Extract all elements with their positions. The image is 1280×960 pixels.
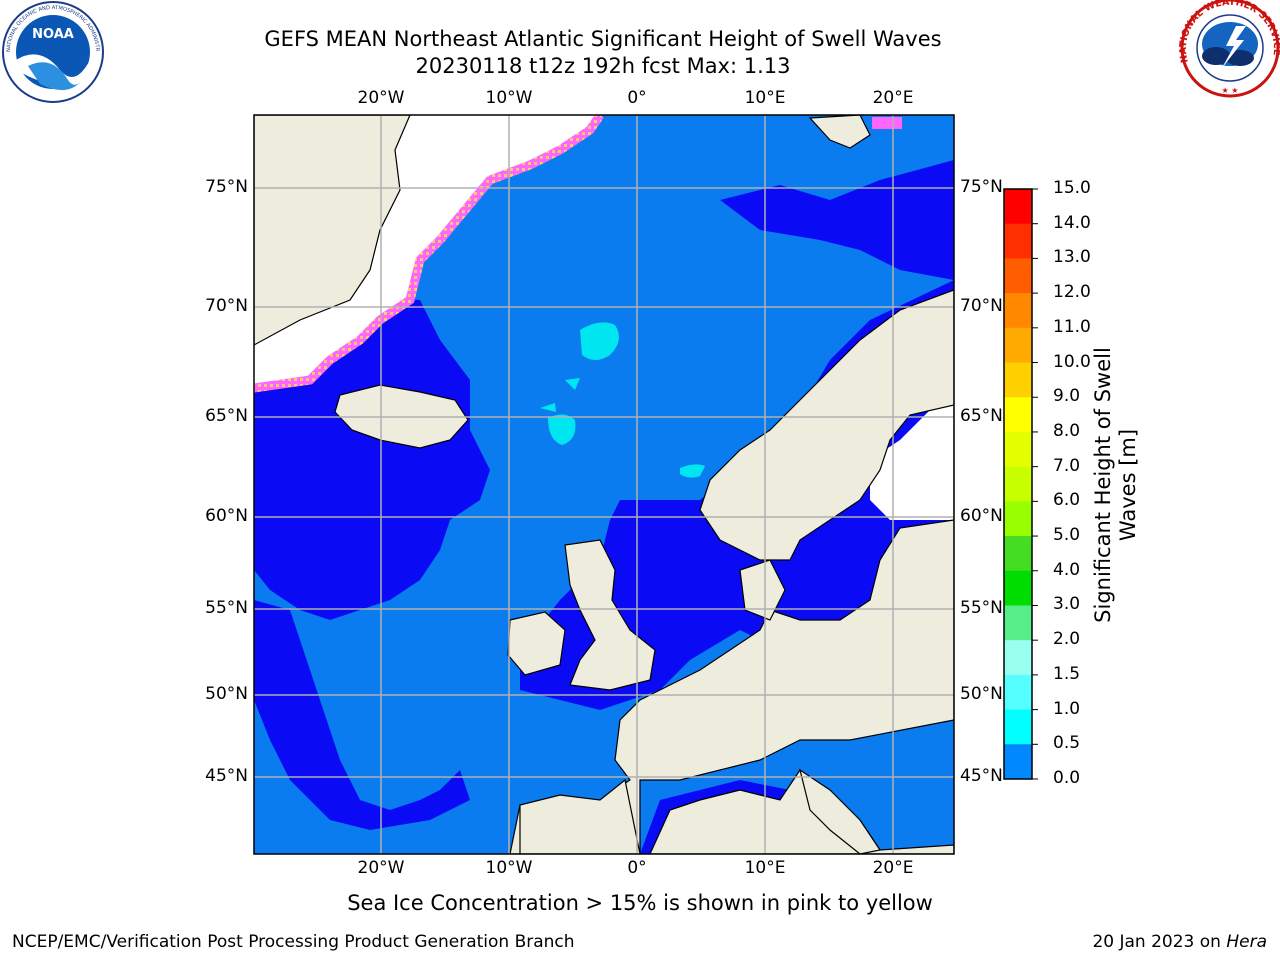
x-tick-bottom: 10°W: [485, 858, 533, 878]
colorbar-segment: [1004, 431, 1032, 468]
colorbar-segment: [1004, 223, 1032, 259]
x-tick-top: 20°W: [357, 88, 405, 108]
colorbar-tick-label: 13.0: [1053, 247, 1091, 268]
colorbar-segment: [1004, 397, 1032, 433]
y-tick-right: 70°N: [960, 296, 1003, 316]
noaa-logo-text: NOAA: [32, 27, 74, 42]
date-text: 20 Jan 2023 on: [1092, 932, 1227, 952]
colorbar-segment: [1004, 189, 1032, 225]
y-tick-left: 45°N: [205, 766, 248, 786]
sea-ice-edge: [254, 115, 604, 393]
y-tick-left: 65°N: [205, 406, 248, 426]
x-tick-top: 10°E: [744, 88, 786, 108]
colorbar-segment: [1004, 674, 1032, 711]
map-frame: [253, 114, 955, 855]
colorbar-segment: [1004, 327, 1032, 364]
colorbar-tick-label: 15.0: [1053, 178, 1091, 198]
machine-name: Hera: [1226, 932, 1267, 952]
noaa-logo: NOAA NATIONAL OCEANIC AND ATMOSPHERIC AD…: [0, 0, 104, 103]
y-tick-left: 55°N: [205, 598, 248, 618]
colorbar-frame: [1003, 188, 1033, 780]
svg-text:★ ★: ★ ★: [1222, 86, 1239, 95]
colorbar-tick-label: 1.5: [1053, 663, 1081, 684]
colorbar-tick-label: 8.0: [1053, 420, 1081, 441]
x-tick-bottom: 0°: [627, 858, 647, 878]
colorbar-segment: [1004, 293, 1032, 329]
colorbar-tick-label: 7.0: [1053, 455, 1081, 476]
colorbar-segment: [1004, 605, 1032, 641]
colorbar-segment: [1004, 362, 1032, 398]
colorbar-segment: [1004, 258, 1032, 294]
colorbar-tick-label: 0.5: [1053, 733, 1081, 754]
x-tick-bottom: 20°W: [357, 858, 405, 878]
y-tick-left: 70°N: [205, 296, 248, 316]
y-tick-right: 65°N: [960, 406, 1003, 426]
colorbar-segment: [1004, 709, 1032, 745]
nws-logo: NATIONAL WEATHER SERVICE ★ ★: [1178, 0, 1280, 98]
graticule: [254, 115, 954, 854]
colorbar-tick-label: 14.0: [1053, 212, 1091, 233]
y-tick-right: 60°N: [960, 506, 1003, 526]
colorbar-segment: [1004, 536, 1032, 572]
y-tick-left: 60°N: [205, 506, 248, 526]
x-tick-bottom: 10°E: [744, 858, 786, 878]
land: [254, 115, 954, 854]
colorbar-tick-label: 12.0: [1053, 282, 1091, 303]
sea-ice-note: Sea Ice Concentration > 15% is shown in …: [347, 891, 933, 915]
colorbar-tick-label: 5.0: [1053, 525, 1081, 546]
date-line: 20 Jan 2023 on Hera: [1092, 932, 1267, 952]
x-tick-top: 10°W: [485, 88, 533, 108]
y-tick-right: 45°N: [960, 766, 1003, 786]
colorbar-tick-label: 4.0: [1053, 559, 1081, 580]
colorbar-tick-label: 2.0: [1053, 629, 1081, 650]
x-tick-top: 0°: [627, 88, 647, 108]
swell-field-high: [540, 322, 705, 478]
colorbar-segment: [1004, 466, 1032, 502]
land-iberia: [519, 778, 641, 854]
colorbar-tick-label: 11.0: [1053, 316, 1091, 337]
sea-ice-patch: [872, 117, 902, 129]
land-greenland: [254, 115, 411, 346]
colorbar: [1003, 188, 1038, 780]
x-tick-top: 20°E: [872, 88, 914, 108]
colorbar-segment: [1004, 744, 1032, 780]
colorbar-tick-label: 9.0: [1053, 386, 1081, 407]
y-tick-right: 55°N: [960, 598, 1003, 618]
colorbar-segment: [1004, 640, 1032, 676]
land-ireland: [507, 611, 566, 676]
y-tick-right: 75°N: [960, 177, 1003, 197]
colorbar-segment: [1004, 570, 1032, 606]
colorbar-segment: [1004, 501, 1032, 537]
colorbar-label: Significant Height of Swell Waves [m]: [1091, 347, 1140, 623]
colorbar-tick-label: 10.0: [1053, 351, 1091, 372]
chart-title: GEFS MEAN Northeast Atlantic Significant…: [264, 27, 942, 51]
land-italy: [799, 768, 881, 854]
y-tick-left: 75°N: [205, 177, 248, 197]
y-tick-right: 50°N: [960, 684, 1003, 704]
colorbar-tick-label: 0.0: [1053, 768, 1081, 788]
land-europe: [509, 289, 954, 854]
map-plot-area: [254, 115, 954, 854]
land-great-britain: [564, 539, 656, 691]
x-tick-bottom: 20°E: [872, 858, 914, 878]
chart-subtitle: 20230118 t12z 192h fcst Max: 1.13: [415, 54, 791, 78]
colorbar-tick-label: 3.0: [1053, 594, 1081, 615]
colorbar-tick-label: 1.0: [1053, 698, 1081, 719]
credit-line: NCEP/EMC/Verification Post Processing Pr…: [12, 932, 575, 952]
y-tick-left: 50°N: [205, 684, 248, 704]
colorbar-tick-label: 6.0: [1053, 490, 1081, 511]
